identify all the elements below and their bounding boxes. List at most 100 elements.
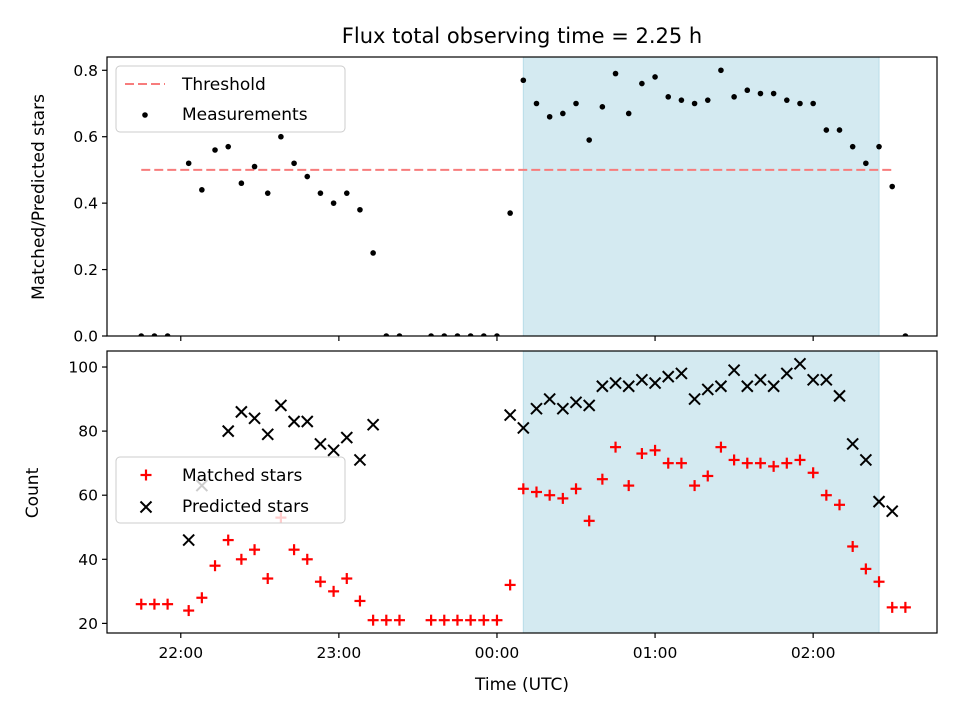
matched-star-point xyxy=(768,460,780,472)
measurement-point xyxy=(264,190,271,196)
matched-star-point xyxy=(675,457,687,469)
predicted-star-point xyxy=(806,373,820,387)
predicted-star-point xyxy=(503,408,517,422)
measurement-point xyxy=(330,200,337,206)
plot-area xyxy=(138,67,909,336)
measurement-point xyxy=(151,333,158,336)
measurement-point xyxy=(317,190,324,196)
matched-star-point xyxy=(860,563,872,575)
y-tick-label: 60 xyxy=(78,487,98,505)
matched-star-point xyxy=(162,598,174,610)
predicted-star-point xyxy=(833,389,846,403)
measurement-point xyxy=(744,87,751,94)
matched-star-point xyxy=(135,598,147,610)
measurement-point xyxy=(428,333,434,336)
measurement-point xyxy=(454,333,461,336)
measurement-point xyxy=(770,90,777,97)
predicted-star-point xyxy=(872,495,886,508)
predicted-star-point xyxy=(301,415,314,428)
x-tick-label: 22:00 xyxy=(158,644,203,662)
predicted-star-point xyxy=(556,402,570,415)
legend-predicted-label: Predicted stars xyxy=(182,497,309,517)
measurement-point xyxy=(823,127,830,133)
matched-star-point xyxy=(728,454,740,466)
matched-star-point xyxy=(649,444,661,456)
y-tick-label: 0.4 xyxy=(73,195,98,213)
predicted-star-point xyxy=(793,357,807,371)
matched-star-point xyxy=(341,573,353,585)
x-tick-label: 01:00 xyxy=(633,644,678,662)
measurement-point xyxy=(889,183,896,190)
predicted-star-point xyxy=(609,376,622,390)
legend-matched-label: Matched stars xyxy=(182,466,302,486)
matched-star-point xyxy=(689,480,701,492)
matched-star-point xyxy=(328,585,340,597)
predicted-star-point xyxy=(727,364,741,377)
matched-star-point xyxy=(741,457,753,469)
x-tick-label: 00:00 xyxy=(475,644,520,662)
measurement-point xyxy=(138,333,145,336)
matched-star-point xyxy=(393,614,405,626)
measurement-point xyxy=(599,104,606,110)
matched-star-point xyxy=(288,544,300,556)
predicted-star-point xyxy=(274,399,288,412)
predicted-star-point xyxy=(754,373,767,387)
measurement-point xyxy=(441,333,448,336)
matched-star-point xyxy=(886,601,898,613)
top-legend: Threshold Measurements xyxy=(115,65,346,133)
matched-star-point xyxy=(465,614,477,626)
y-tick-label: 0.8 xyxy=(73,62,98,80)
matched-star-point xyxy=(354,595,366,607)
predicted-star-point xyxy=(235,405,248,419)
matched-star-point xyxy=(834,499,846,511)
matched-star-point xyxy=(662,457,674,469)
matched-star-point xyxy=(249,544,261,556)
top-panel: 0.0 0.2 0.4 0.6 0.8 Threshold Measurements xyxy=(73,56,938,346)
matched-star-point xyxy=(807,467,819,479)
legend-measurements-label: Measurements xyxy=(182,105,308,125)
matched-star-point xyxy=(301,553,313,565)
matched-star-point xyxy=(517,483,529,495)
measurement-point xyxy=(863,160,869,167)
measurement-point xyxy=(370,250,376,256)
predicted-star-point xyxy=(635,373,649,387)
predicted-star-point xyxy=(530,402,543,415)
matched-star-point xyxy=(873,576,885,588)
matched-star-point xyxy=(148,598,160,610)
measurement-point xyxy=(612,70,619,77)
measurement-point xyxy=(533,100,540,107)
matched-star-point xyxy=(847,540,859,552)
x-axis-label: Time (UTC) xyxy=(474,675,569,695)
legend-matched-swatch xyxy=(140,469,152,481)
matched-star-point xyxy=(820,489,832,501)
predicted-star-point xyxy=(596,380,609,393)
chart-title: Flux total observing time = 2.25 h xyxy=(342,24,702,48)
measurement-point xyxy=(625,110,632,117)
predicted-star-point xyxy=(688,392,701,406)
measurement-point xyxy=(494,333,500,336)
legend-threshold-label: Threshold xyxy=(181,75,266,95)
measurement-point xyxy=(212,147,218,153)
measurement-point xyxy=(810,100,816,107)
measurement-point xyxy=(185,160,192,167)
matched-star-point xyxy=(899,601,911,613)
matched-star-point xyxy=(530,486,542,498)
predicted-star-point xyxy=(248,412,261,425)
y-tick-label: 80 xyxy=(78,423,98,441)
predicted-star-point xyxy=(846,437,859,451)
matched-star-point xyxy=(596,473,608,485)
legend-measurement-swatch xyxy=(142,112,148,118)
predicted-star-point xyxy=(662,370,675,383)
matched-star-point xyxy=(544,489,556,501)
legend-box xyxy=(115,65,346,133)
matched-star-point xyxy=(451,614,463,626)
bottom-legend: Matched stars Predicted stars xyxy=(115,456,346,524)
measurement-point xyxy=(757,90,764,97)
matched-star-point xyxy=(491,614,503,626)
predicted-star-point xyxy=(366,418,380,431)
predicted-star-point xyxy=(353,453,367,467)
measurement-point xyxy=(520,77,527,84)
y-tick-label: 100 xyxy=(68,359,98,377)
matched-star-point xyxy=(314,576,326,588)
legend-box xyxy=(115,456,346,524)
